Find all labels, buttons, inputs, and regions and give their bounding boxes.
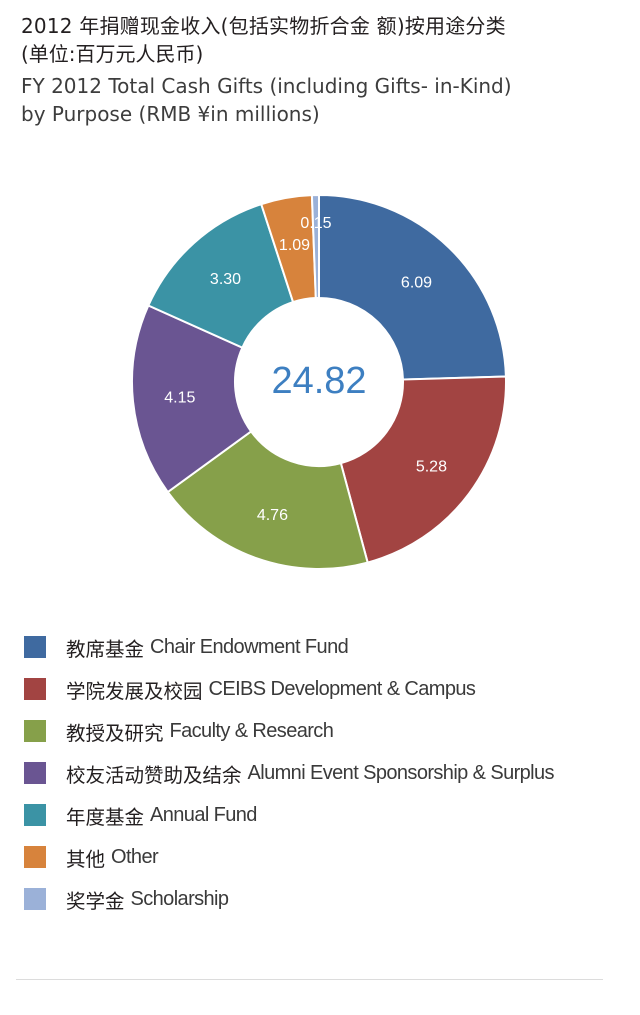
legend-label-en: Other	[111, 845, 159, 868]
legend-swatch	[24, 720, 46, 742]
donut-slice	[310, 193, 320, 300]
legend-item: 其他 Other	[24, 836, 634, 878]
legend: 教席基金 Chair Endowment Fund 学院发展及校园 CEIBS Dev…	[24, 626, 634, 920]
chart-title-zh: 2012 年捐赠现金收入(包括实物折合金 额)按用途分类	[21, 14, 506, 38]
legend-item: 教授及研究 Faculty & Research	[24, 710, 634, 752]
slice-value-label: 6.09	[401, 275, 432, 292]
legend-item: 年度基金 Annual Fund	[24, 794, 634, 836]
legend-swatch	[24, 888, 46, 910]
slice-value-label: 0.15	[300, 215, 331, 232]
legend-label-en: Annual Fund	[150, 803, 257, 826]
slice-value-label: 4.15	[164, 390, 195, 407]
legend-label-zh: 学院发展及校园	[66, 679, 203, 703]
slice-value-label: 1.09	[279, 237, 310, 254]
legend-item: 校友活动赞助及结余 Alumni Event Sponsorship & Surp…	[24, 752, 634, 794]
legend-swatch	[24, 636, 46, 658]
legend-label-en: Alumni Event Sponsorship & Surplus	[247, 761, 555, 784]
legend-label-zh: 其他	[66, 847, 106, 871]
legend-item: 学院发展及校园 CEIBS Development & Campus	[24, 668, 634, 710]
legend-swatch	[24, 846, 46, 868]
legend-item: 教席基金 Chair Endowment Fund	[24, 626, 634, 668]
chart-title-en: FY 2012 Total Cash Gifts (including Gift…	[21, 74, 512, 98]
legend-label-en: Chair Endowment Fund	[150, 635, 349, 658]
donut-slice	[339, 375, 507, 564]
legend-label-zh: 教授及研究	[66, 721, 164, 745]
donut-slice	[166, 430, 369, 570]
slice-value-label: 4.76	[257, 507, 288, 524]
donut-slice	[131, 304, 253, 494]
legend-swatch	[24, 804, 46, 826]
legend-label-zh: 校友活动赞助及结余	[66, 763, 242, 787]
chart-title-en-unit: by Purpose (RMB ¥in millions)	[21, 102, 320, 126]
donut-slice	[318, 193, 507, 381]
legend-label-zh: 教席基金	[66, 637, 145, 661]
legend-label-en: Scholarship	[130, 887, 230, 910]
legend-swatch	[24, 678, 46, 700]
legend-swatch	[24, 762, 46, 784]
center-total-label: 24.82	[271, 360, 366, 402]
legend-item: 奖学金 Scholarship	[24, 878, 634, 920]
slice-value-label: 5.28	[416, 459, 447, 476]
slice-value-label: 3.30	[210, 271, 241, 288]
footer-divider	[16, 979, 603, 980]
legend-label-en: Faculty & Research	[169, 719, 334, 742]
slice-labels: 6.09 5.28 4.76 4.15 3.30 1.09 0.15	[164, 215, 447, 524]
donut-slices	[131, 193, 507, 570]
chart-title-zh-unit: (单位:百万元人民币)	[21, 42, 204, 66]
legend-label-zh: 年度基金	[66, 805, 145, 829]
legend-label-en: CEIBS Development & Campus	[208, 677, 476, 700]
donut-chart: 6.09 5.28 4.76 4.15 3.30 1.09 0.15 24.82	[131, 193, 507, 570]
legend-label-zh: 奖学金	[66, 889, 125, 913]
